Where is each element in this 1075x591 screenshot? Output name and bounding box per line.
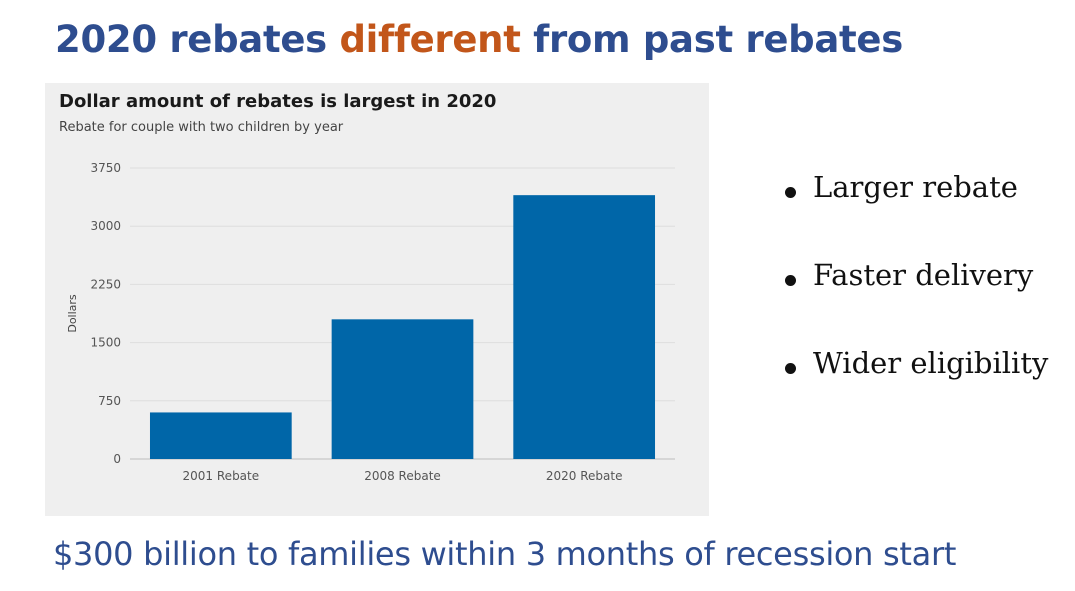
y-axis-label: Dollars <box>66 294 79 333</box>
bullet-wider-eligibility: Wider eligibility <box>783 346 1048 434</box>
x-tick-label: 2020 Rebate <box>546 469 623 483</box>
y-tick-label: 3000 <box>90 219 121 233</box>
bullet-list: Larger rebate Faster delivery Wider elig… <box>783 170 1048 434</box>
y-tick-label: 0 <box>113 452 121 466</box>
bullet-faster-delivery: Faster delivery <box>783 258 1048 346</box>
y-tick-label: 3750 <box>90 161 121 175</box>
bar-2 <box>513 195 656 459</box>
chart-panel: Dollar amount of rebates is largest in 2… <box>45 83 709 516</box>
bar-0 <box>149 412 292 459</box>
slide-title-part2: from past rebates <box>520 18 903 61</box>
x-tick-label: 2008 Rebate <box>364 469 441 483</box>
y-tick-label: 1500 <box>90 336 121 350</box>
x-tick-label: 2001 Rebate <box>183 469 260 483</box>
bullet-larger-rebate: Larger rebate <box>783 170 1048 258</box>
bar-1 <box>331 319 474 459</box>
bar-chart: 0 750 1500 2250 3000 3750 Dollars 2001 Rebate 20… <box>66 161 675 483</box>
slide-title-part1: 2020 rebates <box>55 18 340 61</box>
chart-title: Dollar amount of rebates is largest in 2… <box>59 91 497 112</box>
y-tick-label: 2250 <box>90 277 121 291</box>
slide-title: 2020 rebates different from past rebates <box>55 18 903 61</box>
chart-subtitle: Rebate for couple with two children by y… <box>59 120 344 135</box>
footer-statement: $300 billion to families within 3 months… <box>53 535 957 573</box>
y-tick-label: 750 <box>98 394 121 408</box>
slide-title-accent: different <box>339 18 521 61</box>
